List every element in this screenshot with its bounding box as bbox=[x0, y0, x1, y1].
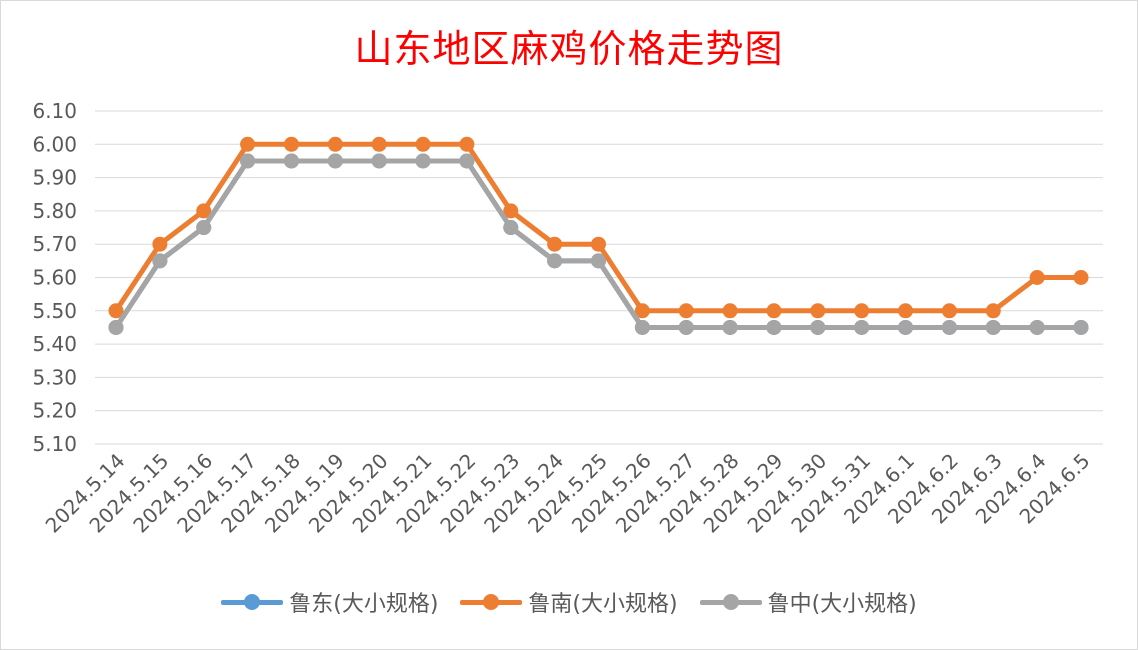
data-point bbox=[810, 319, 826, 335]
y-tick-label: 5.50 bbox=[32, 299, 77, 323]
data-point bbox=[1029, 319, 1045, 335]
legend-item: 鲁南(大小规格) bbox=[460, 586, 678, 618]
y-tick-label: 5.80 bbox=[32, 199, 77, 223]
data-point bbox=[898, 303, 914, 319]
chart-title: 山东地区麻鸡价格走势图 bbox=[354, 27, 784, 71]
series-line bbox=[113, 141, 1084, 314]
data-point bbox=[547, 236, 563, 252]
data-point bbox=[1073, 270, 1089, 285]
data-point bbox=[985, 319, 1001, 335]
data-point bbox=[678, 319, 694, 335]
data-point bbox=[1029, 270, 1045, 285]
data-point bbox=[634, 319, 650, 335]
y-tick-label: 5.20 bbox=[32, 399, 77, 423]
data-point bbox=[854, 303, 870, 319]
legend-label: 鲁东(大小规格) bbox=[289, 592, 439, 617]
data-point bbox=[371, 136, 387, 152]
data-point bbox=[591, 236, 606, 252]
legend-item: 鲁中(大小规格) bbox=[699, 586, 917, 618]
y-tick-label: 5.90 bbox=[32, 166, 77, 190]
data-point bbox=[898, 319, 914, 335]
data-point bbox=[985, 303, 1001, 319]
legend-swatch bbox=[699, 592, 762, 612]
data-point bbox=[240, 153, 256, 169]
legend-swatch bbox=[460, 592, 523, 612]
data-point bbox=[722, 319, 738, 335]
legend: 鲁东(大小规格) 鲁南(大小规格) 鲁中(大小规格) bbox=[0, 586, 1138, 618]
data-point bbox=[152, 236, 168, 252]
legend-item: 鲁东(大小规格) bbox=[221, 586, 438, 618]
series-3 bbox=[108, 153, 1089, 335]
y-tick-label: 5.70 bbox=[32, 232, 77, 256]
data-point bbox=[283, 153, 299, 169]
data-point bbox=[634, 303, 650, 319]
data-point bbox=[415, 153, 431, 169]
y-tick-label: 5.30 bbox=[32, 365, 77, 389]
data-point bbox=[503, 203, 519, 219]
data-point bbox=[678, 303, 694, 319]
data-point bbox=[240, 136, 256, 152]
data-point bbox=[371, 153, 387, 169]
y-tick-label: 6.10 bbox=[32, 99, 77, 123]
y-tick-label: 5.10 bbox=[32, 432, 77, 456]
data-point bbox=[591, 253, 606, 269]
data-point bbox=[722, 303, 738, 319]
data-point bbox=[108, 303, 124, 319]
y-tick-label: 5.40 bbox=[32, 332, 77, 356]
data-point bbox=[941, 303, 957, 319]
data-point bbox=[854, 319, 870, 335]
series-2 bbox=[108, 136, 1089, 319]
data-point bbox=[196, 203, 212, 219]
data-point bbox=[547, 253, 563, 269]
data-point bbox=[766, 319, 782, 335]
y-axis-ticks: 6.10 6.00 5.90 5.80 5.70 5.60 5.50 5.40 5.30 5.20… bbox=[32, 99, 77, 456]
x-axis-ticks: 2024.5.142024.5.152024.5.162024.5.172024… bbox=[41, 449, 1095, 538]
data-point bbox=[327, 153, 343, 169]
legend-label: 鲁中(大小规格) bbox=[767, 592, 917, 617]
data-point bbox=[810, 303, 826, 319]
gridlines bbox=[95, 110, 1103, 445]
data-point bbox=[459, 136, 475, 152]
legend-label: 鲁南(大小规格) bbox=[528, 592, 678, 617]
data-point bbox=[283, 136, 299, 152]
data-point bbox=[503, 220, 519, 236]
data-point bbox=[108, 319, 124, 335]
data-point bbox=[415, 136, 431, 152]
data-point bbox=[941, 319, 957, 335]
series-lines bbox=[108, 136, 1089, 335]
legend-swatch bbox=[221, 592, 284, 612]
data-point bbox=[1073, 319, 1089, 335]
data-point bbox=[152, 253, 168, 269]
data-point bbox=[459, 153, 475, 169]
y-tick-label: 6.00 bbox=[32, 132, 77, 156]
data-point bbox=[196, 220, 212, 236]
data-point bbox=[766, 303, 782, 319]
y-tick-label: 5.60 bbox=[32, 266, 77, 290]
data-point bbox=[327, 136, 343, 152]
